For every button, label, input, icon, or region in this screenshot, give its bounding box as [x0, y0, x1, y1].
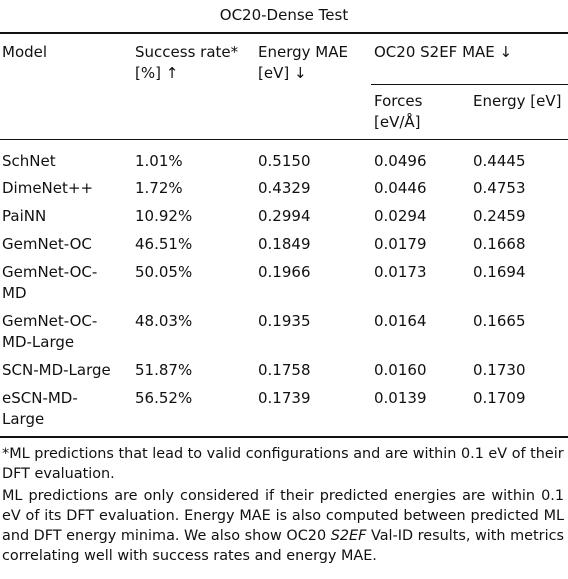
- bottom-rule: [0, 436, 568, 438]
- table-caption: OC20-Dense Test: [219, 6, 349, 24]
- cell-model: SCN-MD-Large: [2, 361, 111, 379]
- group-rule: [371, 84, 568, 85]
- cell-success-rate: 1.72%: [135, 179, 183, 197]
- cell-model: GemNet-OC-: [2, 312, 98, 330]
- cell-energy-mae: 0.1739: [258, 389, 311, 407]
- header-success-rate: Success rate*: [135, 43, 239, 61]
- cell-model: DimeNet++: [2, 179, 94, 197]
- cell-success-rate: 48.03%: [135, 312, 193, 330]
- cell-success-rate: 51.87%: [135, 361, 193, 379]
- cell-forces: 0.0173: [374, 263, 427, 281]
- cell-s2ef-energy: 0.1668: [473, 235, 526, 253]
- cell-s2ef-energy: 0.1694: [473, 263, 526, 281]
- header-forces: Forces: [374, 92, 423, 110]
- cell-success-rate: 10.92%: [135, 207, 193, 225]
- cell-model: GemNet-OC-: [2, 263, 98, 281]
- top-rule: [0, 32, 568, 34]
- cell-model-continued: MD-Large: [2, 333, 75, 351]
- header-success-rate-unit: [%] ↑: [135, 64, 179, 82]
- cell-success-rate: 56.52%: [135, 389, 193, 407]
- cell-forces: 0.0294: [374, 207, 427, 225]
- header-forces-unit: [eV/Å]: [374, 113, 421, 131]
- footnote-note-part1: ML predictions are only considered if th…: [2, 488, 564, 544]
- cell-forces: 0.0179: [374, 235, 427, 253]
- footnote-note-part2: Val-ID results, with metrics correlating…: [2, 528, 564, 564]
- cell-energy-mae: 0.1758: [258, 361, 311, 379]
- header-s2ef-energy: Energy [eV]: [473, 92, 562, 110]
- cell-forces: 0.0496: [374, 152, 427, 170]
- cell-model: GemNet-OC: [2, 235, 92, 253]
- cell-model: eSCN-MD-: [2, 389, 78, 407]
- cell-energy-mae: 0.1849: [258, 235, 311, 253]
- cell-forces: 0.0446: [374, 179, 427, 197]
- cell-success-rate: 50.05%: [135, 263, 193, 281]
- header-s2ef-group: OC20 S2EF MAE ↓: [374, 43, 513, 61]
- cell-model: SchNet: [2, 152, 56, 170]
- cell-s2ef-energy: 0.4445: [473, 152, 526, 170]
- cell-success-rate: 46.51%: [135, 235, 193, 253]
- header-model: Model: [2, 43, 48, 61]
- cell-s2ef-energy: 0.1730: [473, 361, 526, 379]
- cell-model: PaiNN: [2, 207, 47, 225]
- cell-s2ef-energy: 0.1665: [473, 312, 526, 330]
- header-rule: [0, 139, 568, 140]
- cell-forces: 0.0160: [374, 361, 427, 379]
- cell-s2ef-energy: 0.2459: [473, 207, 526, 225]
- cell-energy-mae: 0.2994: [258, 207, 311, 225]
- header-energy-mae-unit: [eV] ↓: [258, 64, 307, 82]
- cell-s2ef-energy: 0.4753: [473, 179, 526, 197]
- cell-s2ef-energy: 0.1709: [473, 389, 526, 407]
- cell-success-rate: 1.01%: [135, 152, 183, 170]
- cell-energy-mae: 0.4329: [258, 179, 311, 197]
- header-energy-mae: Energy MAE: [258, 43, 348, 61]
- footnote-asterisk: *ML predictions that lead to valid confi…: [2, 446, 564, 482]
- cell-forces: 0.0164: [374, 312, 427, 330]
- cell-forces: 0.0139: [374, 389, 427, 407]
- cell-energy-mae: 0.1935: [258, 312, 311, 330]
- footnote-note: ML predictions are only considered if th…: [2, 486, 564, 566]
- cell-energy-mae: 0.1966: [258, 263, 311, 281]
- cell-energy-mae: 0.5150: [258, 152, 311, 170]
- cell-model-continued: MD: [2, 284, 27, 302]
- cell-model-continued: Large: [2, 410, 45, 428]
- footnote-note-italic: S2EF: [330, 528, 367, 544]
